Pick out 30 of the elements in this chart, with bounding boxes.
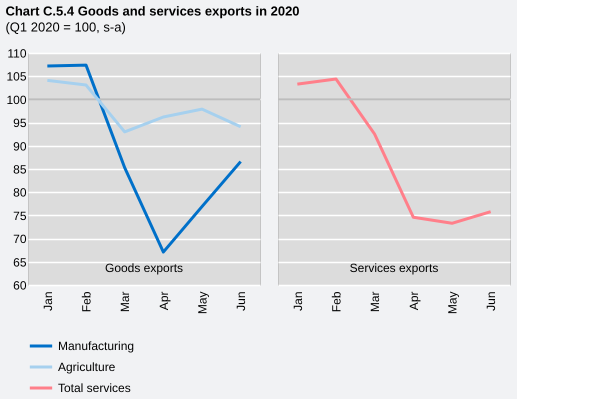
legend-label: Manufacturing — [58, 339, 134, 353]
x-tick-label: Mar — [368, 292, 382, 312]
y-tick-label: 100 — [6, 92, 27, 107]
y-tick-label: 80 — [13, 186, 27, 200]
annotation: Goods exports — [104, 261, 184, 275]
x-tick-label: Jan — [40, 292, 55, 311]
legend-label: Agriculture — [58, 360, 116, 374]
x-tick-label: May — [446, 292, 460, 314]
x-tick-label: Jun — [484, 292, 498, 311]
x-tick-label: May — [196, 292, 210, 314]
chart-title: Chart C.5.4 Goods and services exports in 2020 — [5, 4, 300, 18]
x-tick-label: Mar — [118, 292, 132, 312]
x-tick-label: Feb — [80, 291, 94, 312]
y-tick-label: 75 — [13, 208, 27, 223]
y-tick-label: 60 — [13, 278, 27, 292]
annotation: Services exports — [350, 261, 438, 275]
x-tick-label: Jan — [290, 292, 305, 311]
y-tick-label: 105 — [6, 70, 27, 84]
chart-subtitle: (Q1 2020 = 100, s-a) — [5, 20, 126, 34]
y-tick-label: 110 — [7, 46, 27, 60]
x-tick-label: Apr — [406, 292, 421, 310]
y-tick-label: 70 — [13, 232, 27, 246]
legend-label: Total services — [58, 381, 131, 395]
x-tick-label: Feb — [330, 291, 344, 312]
x-tick-label: Apr — [156, 292, 171, 310]
y-tick-label: 85 — [13, 162, 27, 176]
y-tick-label: 90 — [13, 139, 27, 154]
y-tick-label: 65 — [13, 255, 27, 270]
y-tick-label: 95 — [13, 116, 27, 130]
x-tick-label: Jun — [234, 292, 248, 311]
